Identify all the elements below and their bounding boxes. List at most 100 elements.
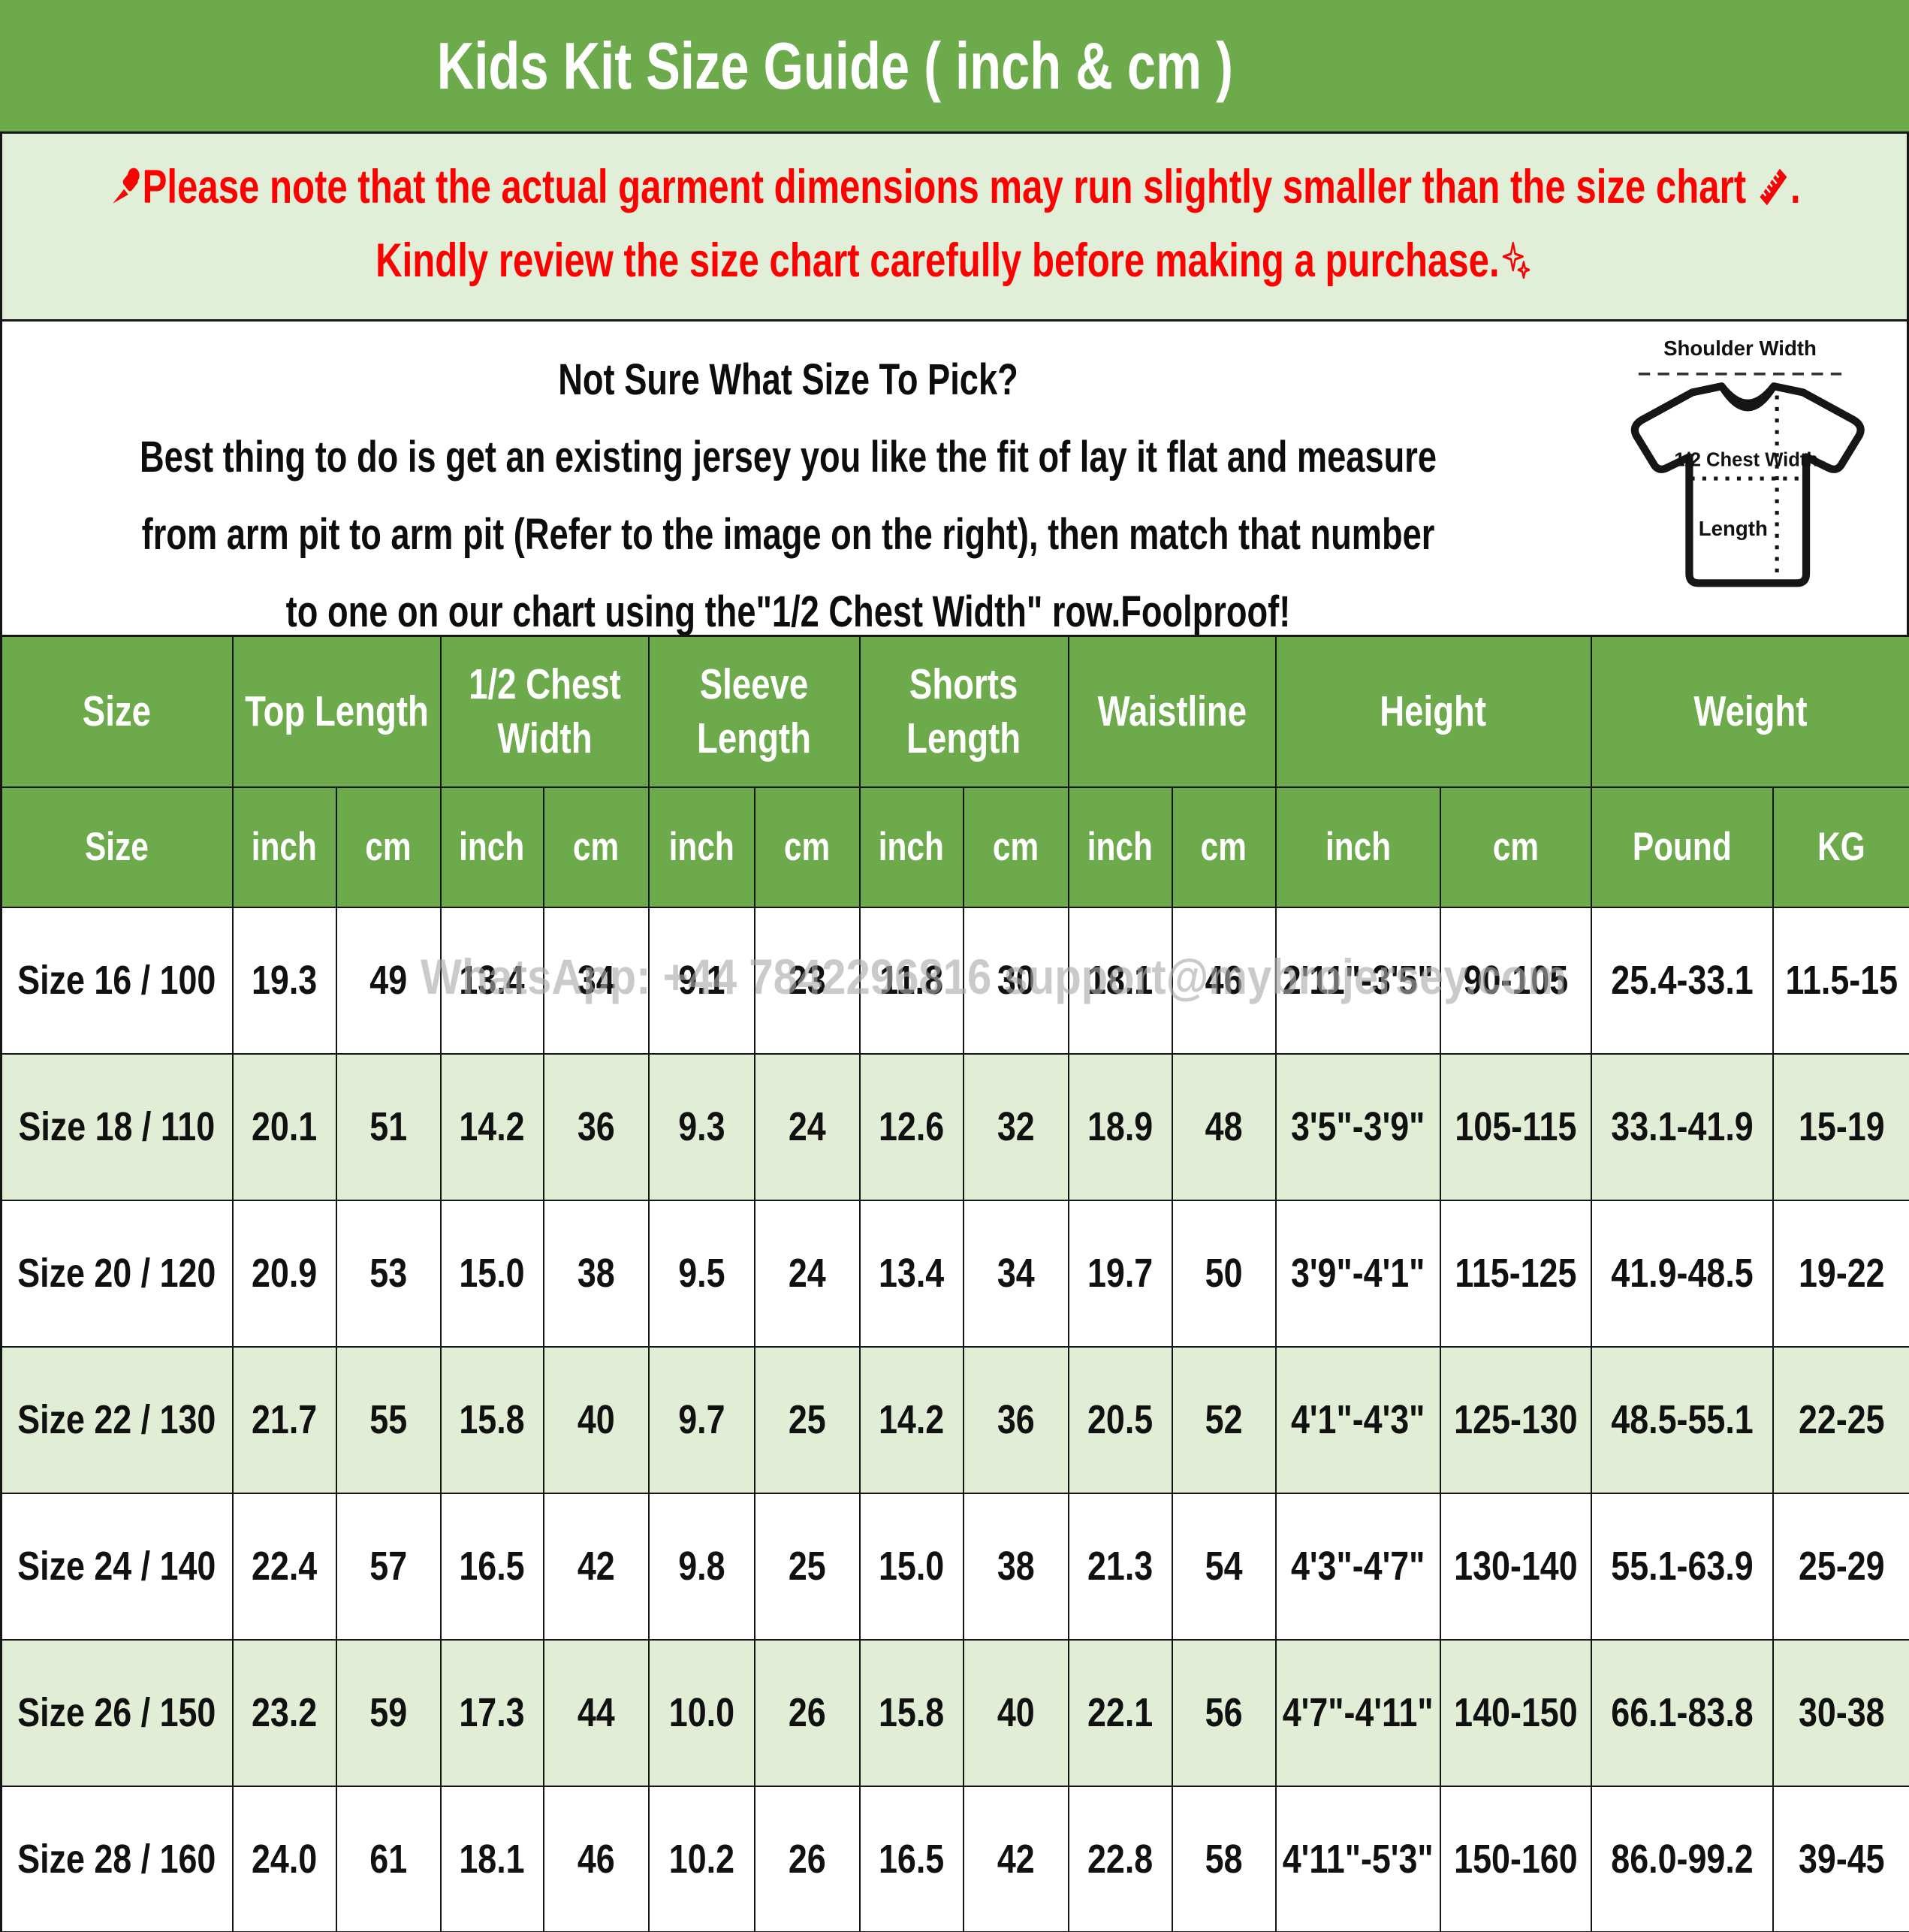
cell-text: 19-22 [1798,1251,1885,1296]
cell-text: 42 [997,1836,1035,1882]
cell-text: 36 [997,1397,1035,1442]
value-cell: 46 [542,1785,650,1932]
value-cell: 33.1-41.9 [1590,1052,1774,1201]
value-cell: 40 [962,1638,1069,1787]
unit-inch: inch [1274,786,1441,908]
value-cell: 16.5 [439,1492,544,1641]
cell-text: 40 [997,1690,1035,1735]
unit-inch: inch [647,786,755,908]
value-cell: 20.9 [231,1199,337,1348]
value-cell: 15.0 [858,1492,964,1641]
cell-text: 50 [1205,1251,1243,1296]
header-shorts-length: Shorts Length [858,635,1069,788]
cell-text: 9.7 [677,1397,725,1442]
value-cell: 52 [1171,1345,1277,1494]
header-height: Height [1274,635,1592,788]
value-cell: 9.8 [647,1492,755,1641]
header-top-length: Top Length [231,635,442,788]
value-cell: 3'5"-3'9" [1274,1052,1441,1201]
header-sleeve-length: Sleeve Length [647,635,861,788]
value-cell: 4'3"-4'7" [1274,1492,1441,1641]
header-half-chest-width: 1/2 Chest Width [439,635,650,788]
size-table-body: Size 16 / 100 19.3 49 13.4 34 9.1 23 11.8 30 18.1… [0,906,1909,1932]
value-cell: 15.8 [439,1345,544,1494]
cell-text: 20.1 [251,1104,318,1149]
cell-text: 34 [577,958,615,1003]
length-label: Length [1699,517,1768,540]
value-cell: 17.3 [439,1638,544,1787]
value-cell: 26 [753,1638,861,1787]
value-cell: 2'11"-3'5" [1274,906,1441,1055]
cell-text: 150-160 [1453,1836,1578,1882]
value-cell: 66.1-83.8 [1590,1638,1774,1787]
unit-size: Size [0,786,234,908]
size-cell: Size 18 / 110 [0,1052,234,1201]
cell-text: Size 28 / 160 [17,1836,216,1882]
table-row: Size 18 / 110 20.1 51 14.2 36 9.3 24 12.6 32 18.9… [0,1052,1909,1201]
value-cell: 40 [542,1345,650,1494]
unit-cm: cm [1439,786,1592,908]
cell-text: 58 [1205,1836,1243,1882]
ruler-icon [1757,165,1790,220]
cell-text: 105-115 [1455,1104,1577,1149]
value-cell: 48 [1171,1052,1277,1201]
table-row: Size 22 / 130 21.7 55 15.8 40 9.7 25 14.2 36 20.5… [0,1345,1909,1494]
value-cell: 55 [335,1345,442,1494]
cell-text: 15.0 [878,1544,945,1589]
value-cell: 34 [542,906,650,1055]
value-cell: 9.1 [647,906,755,1055]
notice-line-1-period: . [1790,160,1801,213]
value-cell: 14.2 [858,1345,964,1494]
cell-text: 32 [997,1104,1035,1149]
value-cell: 25.4-33.1 [1590,906,1774,1055]
value-cell: 21.3 [1067,1492,1173,1641]
unit-kg: KG [1772,786,1909,908]
notice-line-2-text: Kindly review the size chart carefully b… [375,234,1500,287]
cell-text: 26 [788,1836,826,1882]
value-cell: 23.2 [231,1638,337,1787]
value-cell: 22.8 [1067,1785,1173,1932]
value-cell: 50 [1171,1199,1277,1348]
cell-text: 19.3 [251,958,318,1003]
table-row: Size 28 / 160 24.0 61 18.1 46 10.2 26 16.5 42 22.… [0,1785,1909,1932]
value-cell: 150-160 [1439,1785,1592,1932]
cell-text: 3'5"-3'9" [1290,1104,1425,1149]
cell-text: 52 [1205,1397,1243,1442]
cell-text: 22.8 [1087,1836,1154,1882]
cell-text: 13.4 [878,1251,945,1296]
value-cell: 140-150 [1439,1638,1592,1787]
cell-text: 21.7 [251,1397,318,1442]
value-cell: 20.5 [1067,1345,1173,1494]
cell-text: 4'3"-4'7" [1290,1544,1425,1589]
cell-text: 24 [788,1251,826,1296]
value-cell: 36 [962,1345,1069,1494]
unit-inch: inch [858,786,964,908]
cell-text: 30-38 [1798,1690,1885,1735]
value-cell: 15.0 [439,1199,544,1348]
cell-text: 49 [369,958,407,1003]
value-cell: 39-45 [1772,1785,1909,1932]
value-cell: 46 [1171,906,1277,1055]
tshirt-outline [1630,382,1865,587]
cell-text: 90-105 [1463,958,1568,1003]
value-cell: 26 [753,1785,861,1932]
value-cell: 42 [962,1785,1069,1932]
cell-text: 17.3 [459,1690,525,1735]
cell-text: 14.2 [459,1104,525,1149]
value-cell: 51 [335,1052,442,1201]
cell-text: 4'11"-5'3" [1282,1836,1434,1882]
value-cell: 105-115 [1439,1052,1592,1201]
value-cell: 19-22 [1772,1199,1909,1348]
header-units-row: Size inch cm inch cm inch cm inch cm inc… [0,786,1909,908]
cell-text: 54 [1205,1544,1243,1589]
cell-text: 38 [997,1544,1035,1589]
size-cell: Size 26 / 150 [0,1638,234,1787]
cell-text: 15.8 [878,1690,945,1735]
value-cell: 4'7"-4'11" [1274,1638,1441,1787]
value-cell: 15-19 [1772,1052,1909,1201]
half-chest-width-label: 1/2 Chest Width [1674,450,1818,471]
cell-text: 42 [577,1544,615,1589]
value-cell: 32 [962,1052,1069,1201]
value-cell: 42 [542,1492,650,1641]
